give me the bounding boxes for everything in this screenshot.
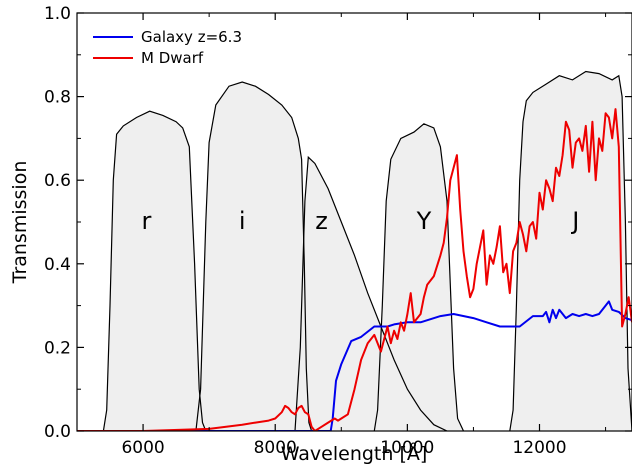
band-label-i: i <box>239 207 246 235</box>
y-tick-label: 1.0 <box>44 4 71 24</box>
filter-shade-i <box>195 82 312 431</box>
y-tick-label: 0.6 <box>44 171 71 191</box>
filter-shade-Y <box>374 123 464 431</box>
x-tick-label: 6000 <box>121 438 164 458</box>
band-label-J: J <box>570 207 579 235</box>
x-tick-label: 12000 <box>512 438 566 458</box>
band-label-Y: Y <box>416 207 432 235</box>
filter-shade-J <box>509 71 632 431</box>
legend-label: M Dwarf <box>141 49 204 67</box>
filter-curve-r <box>102 110 207 431</box>
filter-shade-r <box>103 111 206 431</box>
spectrum-series-layer <box>77 108 632 431</box>
filter-curve-Y <box>373 123 465 431</box>
filter-curve-i <box>195 81 313 431</box>
y-tick-label: 0.4 <box>44 255 71 275</box>
legend-label: Galaxy z=6.3 <box>141 28 242 46</box>
axes: 0.0 0.2 0.4 0.6 0.8 1.0 6000 8000 10000 12000 <box>44 4 632 458</box>
filter-curve-z <box>294 155 448 431</box>
series-line-m-dwarf <box>77 108 632 431</box>
legend: Galaxy z=6.3 M Dwarf <box>93 28 242 67</box>
y-tick-label: 0.0 <box>44 422 71 442</box>
x-tick-label: 8000 <box>254 438 297 458</box>
y-tick-label: 0.8 <box>44 88 71 108</box>
filter-shade-layer <box>103 71 632 431</box>
y-axis-title: Transmission <box>9 161 31 285</box>
y-tick-label: 0.2 <box>44 338 71 358</box>
x-axis-title: Wavelength [Å] <box>281 442 428 465</box>
band-label-r: r <box>141 207 151 235</box>
filter-curve-layer <box>102 70 632 431</box>
series-line-galaxy-z-6-3 <box>77 300 632 431</box>
filter-shade-z <box>295 157 447 431</box>
filter-curve-J <box>509 70 632 431</box>
band-label-z: z <box>315 207 328 235</box>
x-tick-label: 10000 <box>380 438 434 458</box>
